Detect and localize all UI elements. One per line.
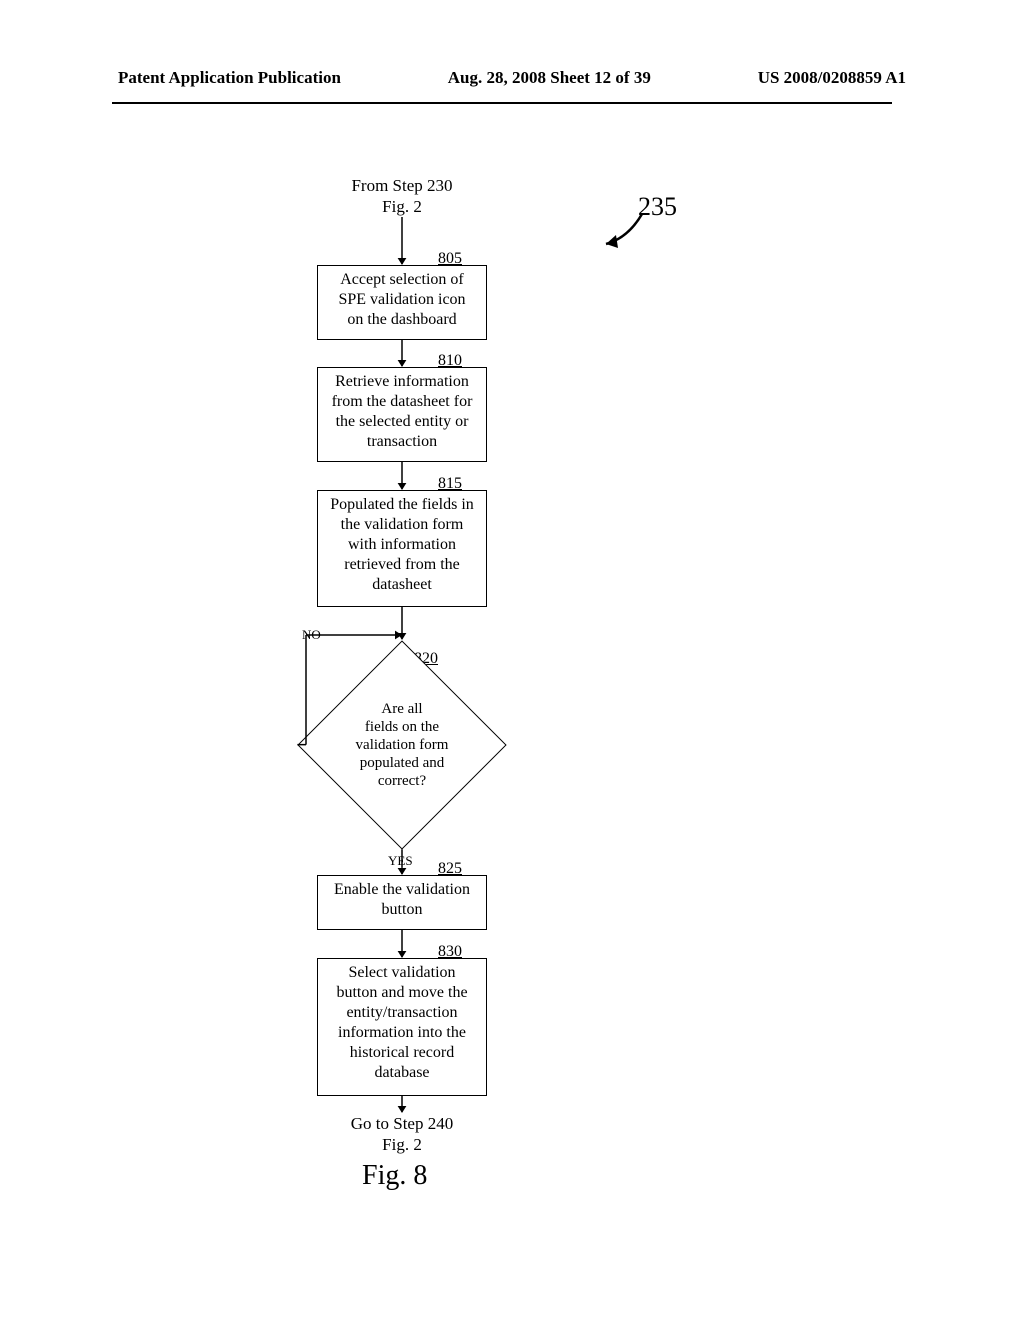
flowchart: 235 From Step 230Fig. 2 805Accept select…	[0, 0, 1024, 1320]
flow-connectors	[0, 0, 1024, 1320]
patent-page: Patent Application Publication Aug. 28, …	[0, 0, 1024, 1320]
